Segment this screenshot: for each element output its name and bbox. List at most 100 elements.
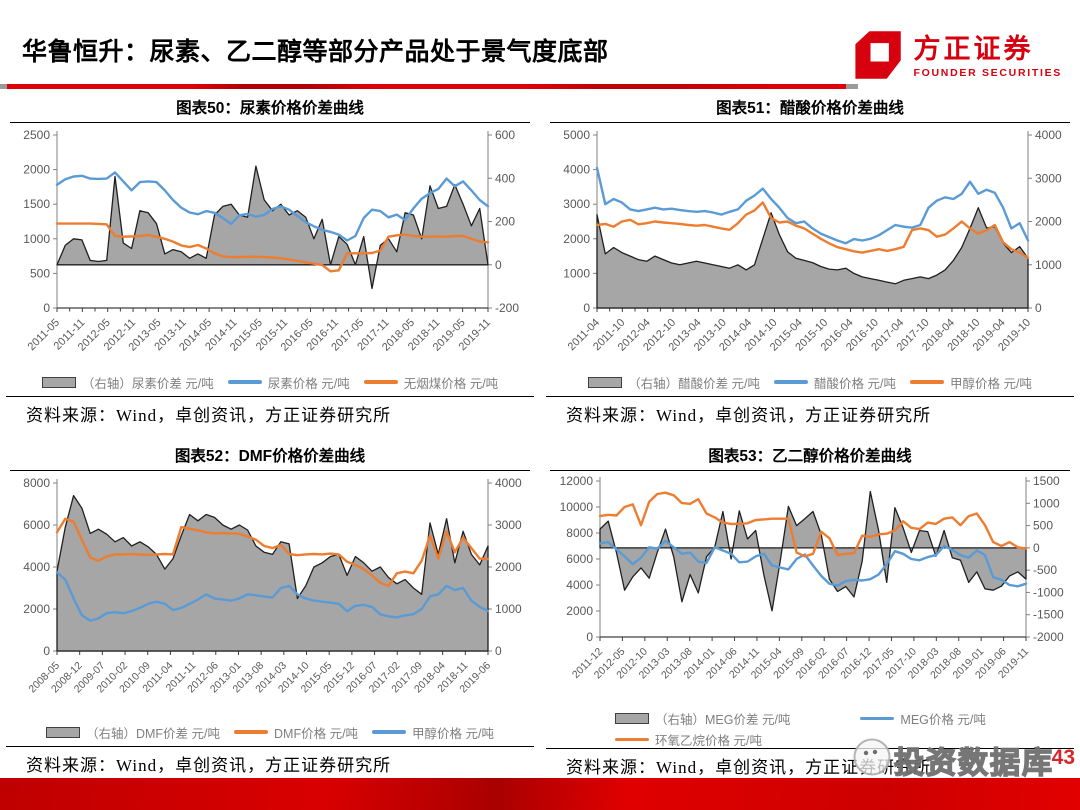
svg-text:0: 0 [43,644,50,658]
legend-label: （右轴）MEG价差 元/吨 [655,713,791,727]
legend-item: （右轴）DMF价差 元/吨 [45,723,220,742]
source-divider [6,746,534,747]
svg-text:3000: 3000 [1035,171,1062,185]
legend-item: （右轴）醋酸价差 元/吨 [588,373,760,392]
figure-50-title: 图表50：尿素价格价差曲线 [10,96,530,123]
svg-text:500: 500 [1033,519,1053,533]
legend-line-swatch [774,380,809,384]
figure-card-50: 图表50：尿素价格价差曲线 0 500 1000 1500 2000 2500 -200 0 2… [0,96,540,426]
legend-item: 无烟煤价格 元/吨 [363,373,499,392]
legend-line-swatch [363,380,398,384]
founder-securities-logo: 方正证券 FOUNDER SECURITIES [850,28,1062,87]
figure-51-chart: 0100020003000400050000100020003000400020… [563,128,1062,354]
footer-bar [0,778,1080,810]
series-line [598,491,1028,558]
svg-text:1000: 1000 [1033,496,1060,510]
svg-text:-1500: -1500 [1033,608,1064,622]
svg-text:4000: 4000 [495,476,522,490]
header-divider [0,84,858,89]
legend-label: DMF价格 元/吨 [274,726,359,741]
header-divider-cap-right [846,84,858,89]
legend-line-swatch [860,716,895,721]
svg-text:0: 0 [495,644,502,658]
legend-label: 尿素价格 元/吨 [267,376,350,391]
legend-item: （右轴）MEG价差 元/吨 [615,709,790,728]
svg-text:3000: 3000 [563,197,590,211]
svg-text:4000: 4000 [563,163,590,177]
figure-50-source: 资料来源：Wind，卓创资讯，方正证券研究所 [26,406,392,425]
svg-text:6000: 6000 [566,552,593,566]
svg-text:8000: 8000 [566,526,593,540]
figure-52-title: 图表52：DMF价格价差曲线 [10,444,530,471]
page-number: 43 [1051,746,1075,769]
page-title: 华鲁恒升：尿素、乙二醇等部分产品处于景气度底部 [22,38,609,66]
source-divider [546,396,1074,397]
legend-item: MEG价格 元/吨 [860,709,986,728]
svg-text:1000: 1000 [1035,258,1062,272]
legend-area-swatch [45,726,80,738]
svg-text:2500: 2500 [23,128,50,142]
figure-53-title: 图表53：乙二醇价格价差曲线 [550,444,1070,471]
legend-item: 醋酸价格 元/吨 [774,373,896,392]
header-divider-cap-left [0,84,7,89]
legend-line-swatch [615,737,649,742]
svg-text:600: 600 [495,128,515,142]
svg-text:200: 200 [495,215,515,229]
legend-line-swatch [909,380,944,384]
svg-text:0: 0 [586,630,593,644]
header-divider-bar [7,84,846,89]
svg-text:500: 500 [30,266,50,280]
svg-text:2000: 2000 [23,602,50,616]
svg-text:1000: 1000 [495,602,522,616]
figure-card-53: 图表53：乙二醇价格价差曲线 0 2000 4000 6000 8000 10000 120… [540,444,1080,778]
legend-label: 环氧乙烷价格 元/吨 [655,734,762,748]
figure-53-legend: （右轴）MEG价差 元/吨 MEG价格 元/吨环氧乙烷价格 元/吨 [540,709,1080,748]
series-line [598,539,1028,588]
series-line [55,571,490,622]
watermark: 投资数据库 [852,737,1054,782]
legend-label: （右轴）醋酸价差 元/吨 [628,376,761,391]
series-area [56,165,489,290]
legend-label: 甲醇价格 元/吨 [949,376,1032,391]
svg-text:-1000: -1000 [1033,585,1064,599]
svg-text:2000: 2000 [566,604,593,618]
legend-label: 醋酸价格 元/吨 [814,376,896,391]
svg-text:4000: 4000 [23,560,50,574]
svg-text:0: 0 [495,258,502,272]
svg-text:1000: 1000 [563,266,590,280]
figure-51-source: 资料来源：Wind，卓创资讯，方正证券研究所 [566,406,932,425]
series-area [596,207,1029,309]
legend-label: 无烟煤价格 元/吨 [403,376,499,391]
legend-area-swatch [41,376,76,388]
svg-text:2000: 2000 [23,163,50,177]
svg-text:-200: -200 [495,301,519,315]
svg-text:-500: -500 [1033,563,1057,577]
svg-text:1500: 1500 [23,197,50,211]
svg-text:1500: 1500 [1033,474,1060,488]
source-divider [546,748,1074,749]
wechat-icon [852,737,892,782]
legend-area-swatch [588,376,623,388]
figure-51-title: 图表51：醋酸价格价差曲线 [550,96,1070,123]
figure-52-legend: （右轴）DMF价差 元/吨 DMF价格 元/吨 甲醇价格 元/吨 [0,721,540,743]
figure-52-chart: 02000400060008000010002000300040002008-0… [23,476,522,695]
series-line [595,201,1030,260]
series-line [55,171,490,242]
svg-text:2000: 2000 [495,560,522,574]
series-area [599,490,1027,612]
figure-53-source: 资料来源：Wind，卓创资讯，方正证券研究所 [566,758,932,777]
legend-label: 甲醇价格 元/吨 [412,726,494,741]
legend-area-swatch [615,713,649,724]
legend-label: （右轴）尿素价差 元/吨 [81,376,214,391]
source-divider [6,396,534,397]
svg-text:0: 0 [1035,301,1042,315]
svg-text:0: 0 [583,301,590,315]
svg-text:12000: 12000 [560,474,594,488]
logo-name-en: FOUNDER SECURITIES [913,67,1062,79]
legend-label: MEG价格 元/吨 [900,713,986,727]
svg-text:5000: 5000 [563,128,590,142]
figure-51-legend: （右轴）醋酸价差 元/吨 醋酸价格 元/吨 甲醇价格 元/吨 [540,371,1080,393]
svg-text:2000: 2000 [563,232,590,246]
figure-50-legend: （右轴）尿素价差 元/吨 尿素价格 元/吨 无烟煤价格 元/吨 [0,371,540,393]
